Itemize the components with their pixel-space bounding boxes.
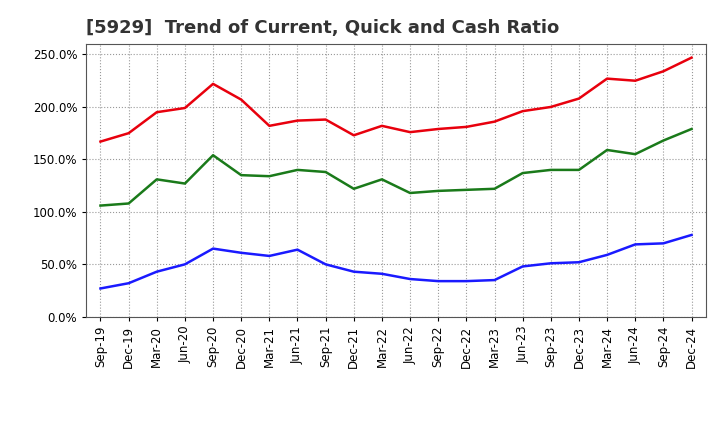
- Quick Ratio: [462, 187, 471, 192]
- Current Ratio: [96, 139, 105, 144]
- Line: Current Ratio: Current Ratio: [101, 58, 691, 142]
- Quick Ratio: [434, 188, 443, 194]
- Current Ratio: [321, 117, 330, 122]
- Cash Ratio: [518, 264, 527, 269]
- Current Ratio: [575, 96, 583, 101]
- Quick Ratio: [349, 186, 358, 191]
- Cash Ratio: [377, 271, 386, 276]
- Quick Ratio: [659, 138, 667, 143]
- Text: [5929]  Trend of Current, Quick and Cash Ratio: [5929] Trend of Current, Quick and Cash …: [86, 19, 559, 37]
- Cash Ratio: [687, 232, 696, 238]
- Line: Cash Ratio: Cash Ratio: [101, 235, 691, 289]
- Quick Ratio: [546, 167, 555, 172]
- Quick Ratio: [687, 126, 696, 132]
- Cash Ratio: [406, 276, 415, 282]
- Cash Ratio: [209, 246, 217, 251]
- Cash Ratio: [631, 242, 639, 247]
- Cash Ratio: [181, 262, 189, 267]
- Current Ratio: [603, 76, 611, 81]
- Current Ratio: [293, 118, 302, 123]
- Cash Ratio: [321, 262, 330, 267]
- Line: Quick Ratio: Quick Ratio: [101, 129, 691, 205]
- Current Ratio: [153, 110, 161, 115]
- Current Ratio: [462, 124, 471, 129]
- Cash Ratio: [462, 279, 471, 284]
- Quick Ratio: [518, 170, 527, 176]
- Current Ratio: [265, 123, 274, 128]
- Quick Ratio: [631, 151, 639, 157]
- Quick Ratio: [96, 203, 105, 208]
- Quick Ratio: [321, 169, 330, 175]
- Cash Ratio: [603, 252, 611, 257]
- Current Ratio: [406, 129, 415, 135]
- Quick Ratio: [575, 167, 583, 172]
- Current Ratio: [125, 131, 133, 136]
- Current Ratio: [659, 69, 667, 74]
- Current Ratio: [546, 104, 555, 110]
- Quick Ratio: [265, 173, 274, 179]
- Cash Ratio: [575, 260, 583, 265]
- Quick Ratio: [603, 147, 611, 153]
- Cash Ratio: [546, 260, 555, 266]
- Current Ratio: [377, 123, 386, 128]
- Cash Ratio: [434, 279, 443, 284]
- Quick Ratio: [293, 167, 302, 172]
- Current Ratio: [631, 78, 639, 83]
- Current Ratio: [209, 81, 217, 87]
- Cash Ratio: [349, 269, 358, 274]
- Cash Ratio: [96, 286, 105, 291]
- Current Ratio: [518, 109, 527, 114]
- Cash Ratio: [659, 241, 667, 246]
- Current Ratio: [687, 55, 696, 60]
- Current Ratio: [181, 105, 189, 110]
- Quick Ratio: [377, 177, 386, 182]
- Legend: Current Ratio, Quick Ratio, Cash Ratio: Current Ratio, Quick Ratio, Cash Ratio: [188, 438, 604, 440]
- Cash Ratio: [293, 247, 302, 252]
- Current Ratio: [349, 132, 358, 138]
- Quick Ratio: [406, 191, 415, 196]
- Cash Ratio: [237, 250, 246, 256]
- Cash Ratio: [490, 278, 499, 283]
- Quick Ratio: [181, 181, 189, 186]
- Cash Ratio: [125, 281, 133, 286]
- Current Ratio: [490, 119, 499, 124]
- Quick Ratio: [209, 153, 217, 158]
- Quick Ratio: [153, 177, 161, 182]
- Current Ratio: [237, 97, 246, 102]
- Current Ratio: [434, 126, 443, 132]
- Quick Ratio: [490, 186, 499, 191]
- Cash Ratio: [153, 269, 161, 274]
- Quick Ratio: [125, 201, 133, 206]
- Quick Ratio: [237, 172, 246, 178]
- Cash Ratio: [265, 253, 274, 259]
